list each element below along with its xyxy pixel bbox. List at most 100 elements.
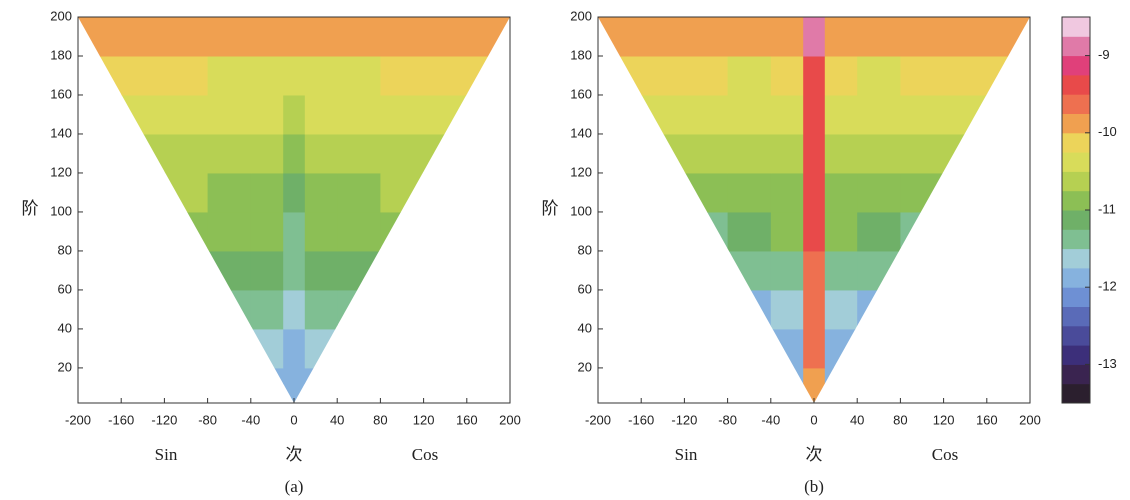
- heat-cell: [121, 94, 165, 135]
- heat-cell: [164, 55, 209, 96]
- y-tick-label: 120: [570, 164, 592, 179]
- y-tick-label: 60: [58, 281, 72, 296]
- heat-cell: [770, 172, 804, 213]
- heat-cell: [164, 172, 209, 213]
- colorbar-swatch: [1062, 74, 1090, 95]
- heatmap: [598, 17, 1030, 403]
- heat-cell: [283, 211, 306, 252]
- heat-cell: [684, 55, 729, 96]
- heat-cell: [78, 55, 122, 96]
- x-tick-label: -160: [108, 412, 134, 427]
- y-tick-label: 80: [58, 242, 72, 257]
- colorbar-swatch: [1062, 190, 1090, 211]
- heat-cell: [824, 250, 858, 291]
- heat-cell: [283, 133, 306, 174]
- heat-cell: [857, 211, 901, 252]
- heat-cell: [207, 55, 252, 96]
- heat-cell: [857, 172, 901, 213]
- heat-cell: [727, 94, 772, 135]
- heat-cell: [598, 17, 642, 57]
- heat-cell: [857, 94, 901, 135]
- heat-cell: [250, 367, 284, 403]
- heat-cell: [803, 172, 826, 213]
- heat-cell: [641, 17, 685, 57]
- colorbar-swatch: [1062, 248, 1090, 269]
- heat-cell: [900, 211, 945, 252]
- heat-cell: [770, 133, 804, 174]
- heat-cell: [380, 172, 425, 213]
- y-tick-label: 140: [50, 125, 72, 140]
- heat-cell: [304, 17, 338, 57]
- heat-cell: [164, 211, 209, 252]
- heat-cell: [857, 55, 901, 96]
- heat-cell: [304, 328, 338, 369]
- colorbar-swatch: [1062, 287, 1090, 307]
- x-tick-label: 200: [499, 412, 521, 427]
- heat-cell: [207, 17, 252, 57]
- heat-cell: [78, 17, 122, 57]
- heat-cell: [803, 289, 826, 330]
- heat-cell: [423, 55, 468, 96]
- heat-cell: [900, 172, 945, 213]
- heat-cell: [283, 55, 306, 96]
- heat-cell: [824, 211, 858, 252]
- heat-cell: [803, 55, 826, 96]
- colorbar-swatch: [1062, 210, 1090, 230]
- heat-cell: [250, 328, 284, 369]
- heat-cell: [727, 17, 772, 57]
- x-tick-label: -120: [151, 412, 177, 427]
- heat-cell: [423, 17, 468, 57]
- x-tick-label: -80: [198, 412, 217, 427]
- heat-cell: [824, 367, 858, 403]
- heat-cell: [684, 94, 729, 135]
- heat-cell: [900, 55, 945, 96]
- heat-cell: [207, 250, 252, 291]
- panel-label: (b): [804, 477, 824, 496]
- x-tick-label: 80: [893, 412, 907, 427]
- colorbar-swatch: [1062, 132, 1090, 153]
- y-tick-label: 180: [50, 47, 72, 62]
- x-tick-label: -160: [628, 412, 654, 427]
- heat-cell: [283, 94, 306, 135]
- heat-cell: [857, 133, 901, 174]
- heat-cell: [684, 211, 729, 252]
- heat-cell: [770, 211, 804, 252]
- heat-cell: [727, 250, 772, 291]
- heat-cell: [380, 17, 425, 57]
- heat-cell: [598, 55, 642, 96]
- heat-cell: [337, 172, 381, 213]
- x-axis-label: 次: [286, 445, 303, 464]
- heat-cell: [380, 133, 425, 174]
- heat-cell: [250, 172, 284, 213]
- heat-cell: [164, 133, 209, 174]
- heat-cell: [770, 55, 804, 96]
- colorbar-swatch: [1062, 267, 1090, 288]
- colorbar-swatch: [1062, 383, 1090, 404]
- heat-cell: [803, 17, 826, 57]
- colorbar-swatch: [1062, 364, 1090, 385]
- heat-cell: [380, 94, 425, 135]
- heat-cell: [207, 289, 252, 330]
- colorbar-swatch: [1062, 55, 1090, 76]
- x-tick-label: 0: [810, 412, 817, 427]
- heat-cell: [943, 94, 988, 135]
- heat-cell: [684, 172, 729, 213]
- y-axis-label: 阶: [22, 199, 39, 218]
- heat-cell: [283, 172, 306, 213]
- heat-cell: [250, 289, 284, 330]
- heat-cell: [207, 94, 252, 135]
- x-axis-label: 次: [806, 445, 823, 464]
- x-tick-label: -120: [671, 412, 697, 427]
- heat-cell: [250, 55, 284, 96]
- heat-cell: [283, 289, 306, 330]
- heat-cell: [803, 94, 826, 135]
- heat-cell: [727, 133, 772, 174]
- heat-cell: [250, 211, 284, 252]
- heat-cell: [250, 94, 284, 135]
- y-tick-label: 140: [570, 125, 592, 140]
- heat-cell: [283, 250, 306, 291]
- heat-cell: [304, 367, 338, 403]
- colorbar-swatch: [1062, 36, 1090, 57]
- colorbar-tick-label: -10: [1098, 124, 1117, 139]
